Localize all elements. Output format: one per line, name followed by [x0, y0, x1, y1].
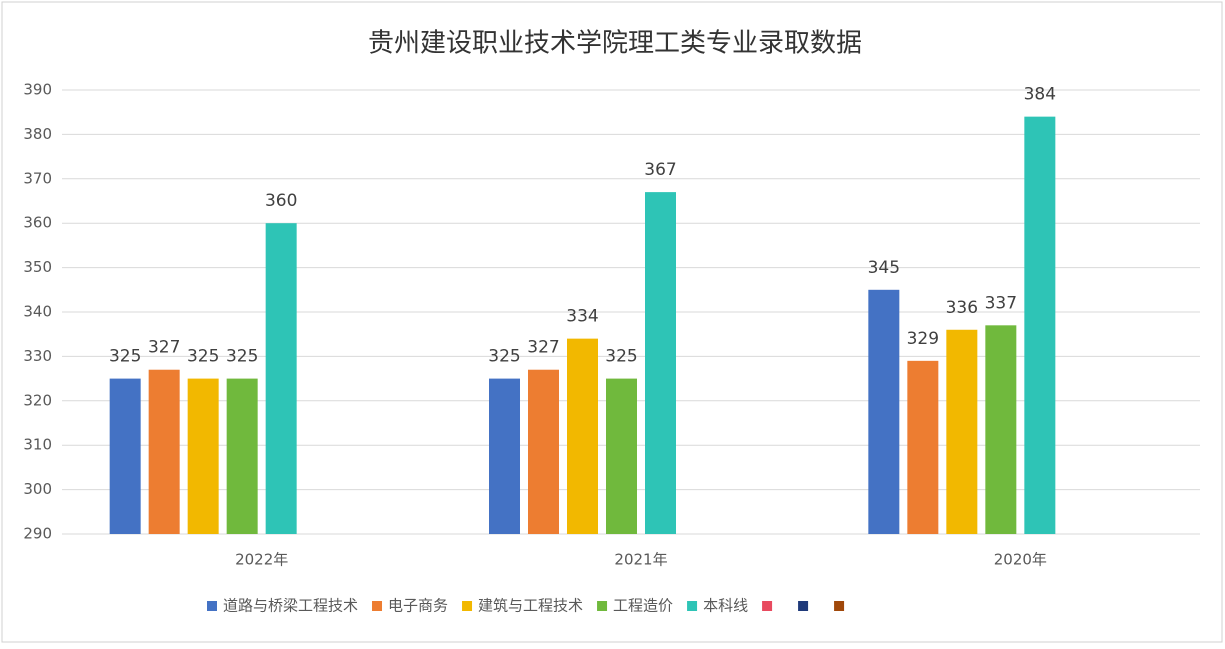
- bar: [528, 369, 559, 534]
- x-tick-label: 2020年: [994, 551, 1047, 569]
- y-tick-label: 370: [23, 169, 52, 187]
- y-tick-label: 350: [23, 258, 52, 276]
- bar: [148, 369, 180, 534]
- bar: [489, 378, 520, 534]
- bar: [226, 378, 258, 534]
- y-tick-label: 300: [23, 480, 52, 498]
- bar: [265, 223, 297, 534]
- y-tick-label: 360: [23, 214, 52, 232]
- data-label: 325: [605, 347, 637, 367]
- data-label: 360: [265, 191, 297, 211]
- legend-label: 工程造价: [613, 597, 673, 615]
- data-label: 325: [109, 347, 141, 367]
- bar: [567, 338, 598, 534]
- y-tick-label: 390: [23, 81, 52, 99]
- data-label: 329: [907, 329, 939, 349]
- bar: [109, 378, 141, 534]
- x-tick-label: 2021年: [614, 551, 667, 569]
- legend-label: 建筑与工程技术: [478, 597, 583, 615]
- y-tick-label: 320: [23, 391, 52, 409]
- data-label: 325: [187, 347, 219, 367]
- legend-label: 电子商务: [388, 597, 448, 615]
- legend-swatch: [462, 601, 473, 611]
- data-label: 337: [985, 293, 1017, 313]
- bar: [1024, 116, 1056, 534]
- legend-swatch: [798, 601, 809, 611]
- chart-title: 贵州建设职业技术学院理工类专业录取数据: [368, 29, 862, 59]
- y-tick-label: 310: [23, 436, 52, 454]
- legend-swatch: [762, 601, 773, 611]
- bar: [946, 329, 978, 534]
- x-tick-label: 2022年: [235, 551, 288, 569]
- bar: [868, 289, 900, 534]
- data-label: 334: [566, 307, 598, 327]
- legend-swatch: [834, 601, 845, 611]
- bar: [645, 192, 676, 534]
- data-label: 325: [226, 347, 258, 367]
- bar: [985, 325, 1017, 534]
- data-label: 345: [868, 258, 900, 278]
- y-tick-label: 380: [23, 125, 52, 143]
- legend-swatch: [207, 601, 217, 611]
- data-label: 327: [527, 338, 559, 358]
- data-label: 325: [488, 347, 520, 367]
- data-label: 336: [946, 298, 978, 318]
- data-label: 327: [148, 338, 180, 358]
- legend-swatch: [687, 601, 698, 611]
- bar: [606, 378, 637, 534]
- legend-swatch: [597, 601, 608, 611]
- y-tick-label: 290: [23, 525, 52, 543]
- data-label: 384: [1024, 85, 1056, 105]
- bar: [187, 378, 219, 534]
- y-tick-label: 330: [23, 347, 52, 365]
- bar: [907, 360, 939, 534]
- y-tick-label: 340: [23, 303, 52, 321]
- legend-label: 道路与桥梁工程技术: [223, 597, 358, 615]
- legend-label: 本科线: [703, 597, 748, 615]
- legend-swatch: [372, 601, 383, 611]
- data-label: 367: [644, 160, 676, 180]
